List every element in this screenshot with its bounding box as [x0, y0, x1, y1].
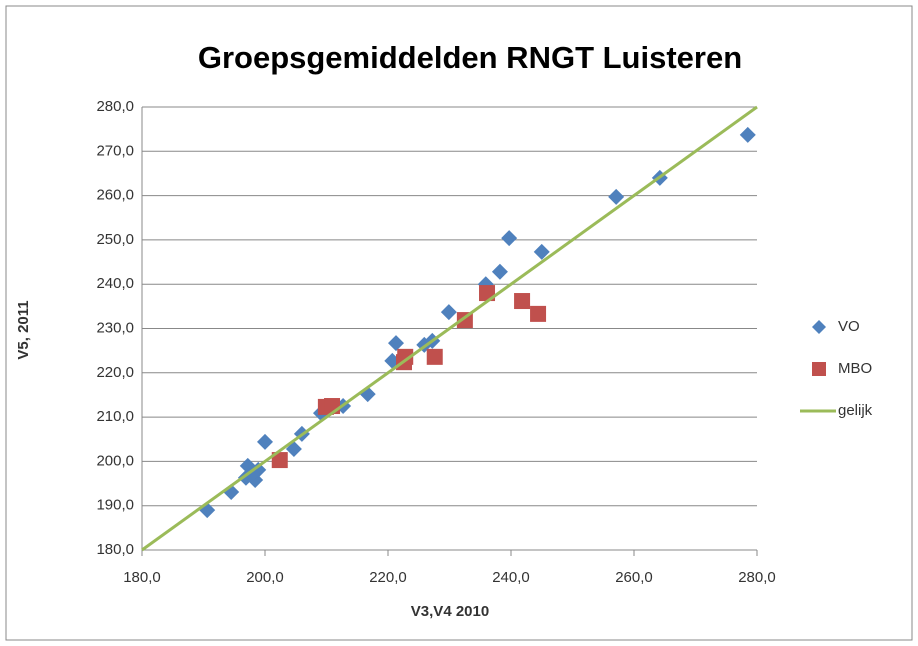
x-tick-label: 220,0 — [369, 569, 407, 586]
legend-swatch — [812, 362, 826, 376]
y-tick-label: 280,0 — [96, 98, 134, 115]
point — [387, 335, 404, 352]
legend-label: VO — [838, 318, 860, 335]
point — [244, 465, 261, 482]
y-tick-label: 200,0 — [96, 452, 134, 469]
point — [608, 188, 625, 205]
point — [491, 263, 508, 280]
point — [257, 433, 273, 450]
point — [271, 452, 288, 469]
point — [533, 243, 550, 260]
y-tick-label: 190,0 — [96, 497, 134, 514]
y-tick-label: 250,0 — [96, 231, 134, 248]
y-tick-label: 220,0 — [96, 364, 134, 381]
point — [514, 293, 531, 310]
y-tick-label: 230,0 — [96, 319, 134, 336]
point — [530, 305, 547, 322]
point — [397, 348, 414, 365]
y-tick-label: 210,0 — [96, 408, 134, 425]
legend-label: MBO — [838, 360, 872, 377]
point — [501, 230, 518, 247]
y-tick-label: 260,0 — [96, 187, 134, 204]
y-axis-label: V5, 2011 — [15, 300, 32, 359]
x-tick-label: 280,0 — [738, 569, 776, 586]
y-tick-label: 240,0 — [96, 275, 134, 292]
line-series — [141, 105, 758, 552]
legend-swatch — [812, 320, 826, 334]
x-tick-label: 260,0 — [615, 569, 653, 586]
point — [739, 126, 756, 143]
x-tick-label: 240,0 — [492, 569, 530, 586]
x-tick-label: 180,0 — [123, 569, 161, 586]
legend-label: gelijk — [838, 402, 873, 419]
chart-title: Groepsgemiddelden RNGT Luisteren — [198, 40, 742, 75]
x-axis-label: V3,V4 2010 — [411, 603, 489, 620]
x-tick-label: 200,0 — [246, 569, 284, 586]
y-tick-label: 270,0 — [96, 142, 134, 159]
y-tick-label: 180,0 — [96, 541, 134, 558]
point — [426, 348, 443, 365]
point — [440, 304, 457, 321]
